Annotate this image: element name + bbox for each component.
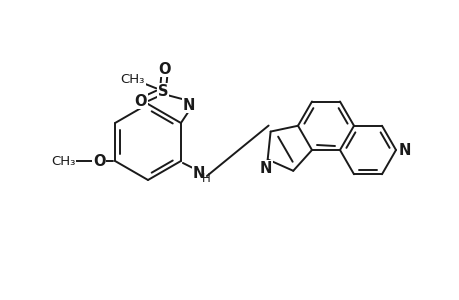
- Text: N: N: [182, 98, 195, 112]
- Text: N: N: [192, 166, 205, 181]
- Text: O: O: [134, 94, 147, 109]
- Text: N: N: [259, 161, 271, 176]
- Text: CH₃: CH₃: [51, 154, 75, 167]
- Text: O: O: [158, 61, 171, 76]
- Text: S: S: [157, 83, 168, 98]
- Text: O: O: [93, 154, 105, 169]
- Text: CH₃: CH₃: [120, 73, 145, 85]
- Text: H: H: [201, 172, 210, 184]
- Text: N: N: [398, 142, 410, 158]
